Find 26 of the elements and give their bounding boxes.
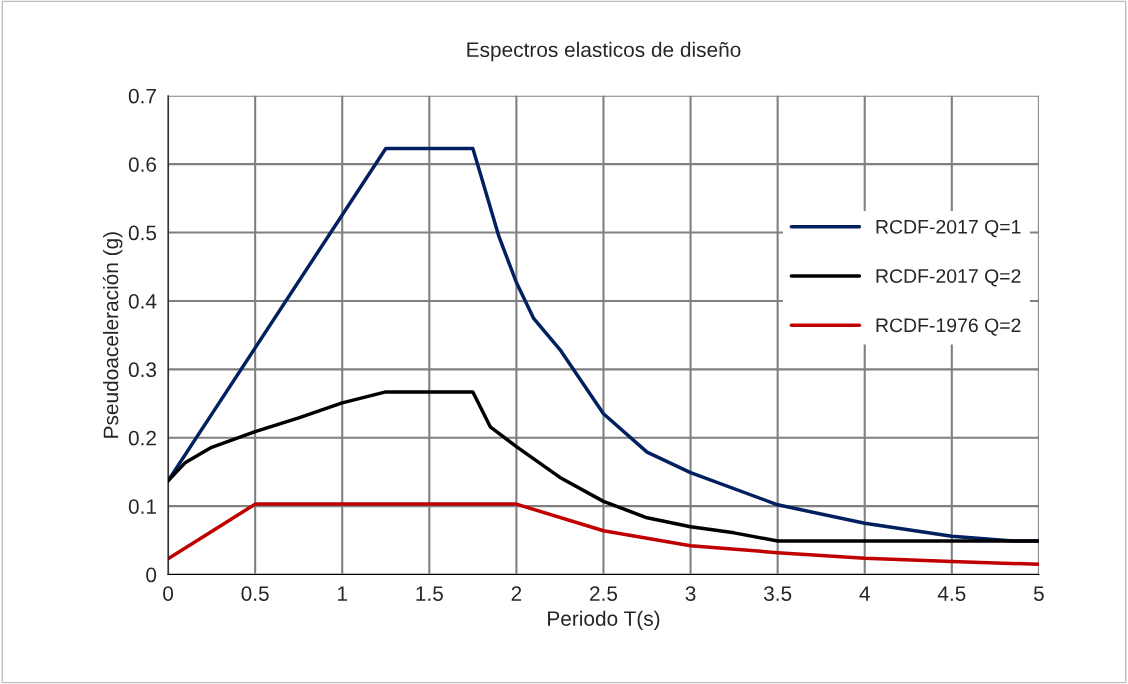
y-tick-label: 0.5 bbox=[128, 225, 157, 241]
y-tick-label: 0.3 bbox=[128, 362, 157, 378]
x-axis-title: Periodo T(s) bbox=[548, 610, 660, 631]
y-axis-title: Pseudoaceleración (g) bbox=[102, 232, 123, 438]
x-tick-label: 5 bbox=[1033, 586, 1044, 601]
x-tick-label: 0 bbox=[163, 586, 174, 601]
y-tick-label: 0.1 bbox=[128, 499, 156, 514]
x-tick-label: 2.5 bbox=[590, 586, 618, 601]
x-tick-label: 4 bbox=[859, 586, 870, 601]
x-tick-label: 2 bbox=[511, 586, 522, 601]
y-tick-label: 0.2 bbox=[128, 430, 156, 446]
x-tick-label: 1 bbox=[338, 586, 348, 601]
line-series bbox=[168, 502, 1039, 567]
x-tick-label: 1.5 bbox=[416, 586, 443, 601]
y-tick-label: 0.7 bbox=[128, 88, 156, 104]
y-tick-label: 0.4 bbox=[128, 293, 157, 309]
chart-title: Espectros elasticos de diseño bbox=[467, 41, 741, 62]
x-tick-label: 4.5 bbox=[937, 586, 966, 601]
x-tick-label: 3.5 bbox=[763, 586, 792, 601]
x-tick-label: 0.5 bbox=[241, 586, 269, 601]
legend-label: RCDF-2017 Q=1 bbox=[876, 219, 1021, 238]
legend-label: RCDF-1976 Q=2 bbox=[876, 318, 1021, 336]
y-tick-label: 0.6 bbox=[128, 157, 157, 172]
legend-label: RCDF-2017 Q=2 bbox=[876, 269, 1021, 287]
y-tick-label: 0 bbox=[146, 567, 157, 583]
x-tick-label: 3 bbox=[685, 586, 696, 601]
